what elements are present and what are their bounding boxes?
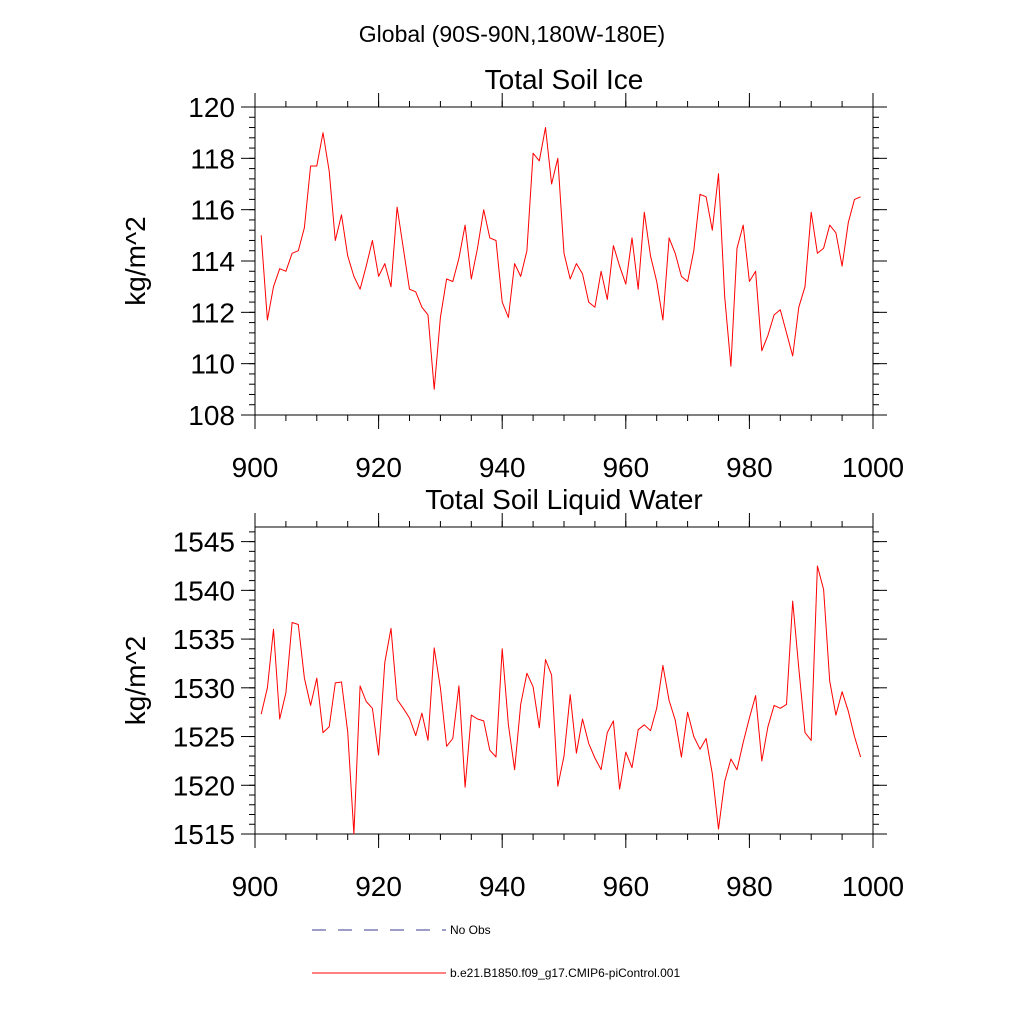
x-tick-label: 920 — [355, 871, 402, 902]
plot-frame — [254, 526, 874, 835]
y-tick-label: 118 — [190, 143, 235, 174]
legend-no-obs-label: No Obs — [450, 923, 491, 937]
chart-title: Total Soil Liquid Water — [425, 484, 703, 515]
y-axis-label: kg/m^2 — [120, 216, 151, 305]
series-line — [260, 127, 861, 390]
y-tick-label: 1540 — [173, 575, 235, 606]
y-tick-label: 1525 — [173, 722, 235, 753]
y-tick-label: 114 — [190, 246, 235, 277]
x-tick-label: 920 — [355, 452, 402, 483]
y-tick-label: 108 — [188, 400, 235, 431]
y-tick-label: 116 — [190, 195, 235, 226]
x-tick-label: 960 — [602, 452, 649, 483]
x-tick-label: 980 — [726, 871, 773, 902]
y-axis-label: kg/m^2 — [120, 636, 151, 725]
x-tick-label: 1000 — [842, 452, 904, 483]
region-title: Global (90S-90N,180W-180E) — [359, 21, 665, 47]
legend-model-label: b.e21.B1850.f09_g17.CMIP6-piControl.001 — [450, 966, 680, 980]
y-tick-label: 1520 — [173, 770, 235, 801]
y-tick-label: 1545 — [173, 527, 235, 558]
y-tick-label: 112 — [190, 297, 235, 328]
series-line — [260, 565, 862, 835]
y-tick-label: 110 — [190, 349, 235, 380]
x-tick-label: 960 — [602, 871, 649, 902]
y-tick-label: 1515 — [173, 819, 235, 850]
plot-frame — [254, 106, 874, 416]
x-tick-label: 900 — [232, 871, 279, 902]
panel-total-soil-liquid-water: 1515 1520 1525 1530 1535 1540 1545 900 920 940 960… — [120, 484, 904, 902]
x-tick-label: 900 — [232, 452, 279, 483]
x-tick-label: 1000 — [842, 871, 904, 902]
legend: No Obs b.e21.B1850.f09_g17.CMIP6-piContr… — [312, 923, 680, 980]
y-tick-label: 120 — [188, 92, 235, 123]
x-tick-label: 980 — [726, 452, 773, 483]
panel-total-soil-ice: 108 110 112 114 116 118 120 900 920 940 960 980 1000… — [120, 64, 904, 483]
x-tick-label: 940 — [479, 871, 526, 902]
y-tick-label: 1535 — [173, 624, 235, 655]
y-tick-label: 1530 — [173, 673, 235, 704]
chart-title: Total Soil Ice — [485, 64, 644, 95]
x-tick-label: 940 — [479, 452, 526, 483]
